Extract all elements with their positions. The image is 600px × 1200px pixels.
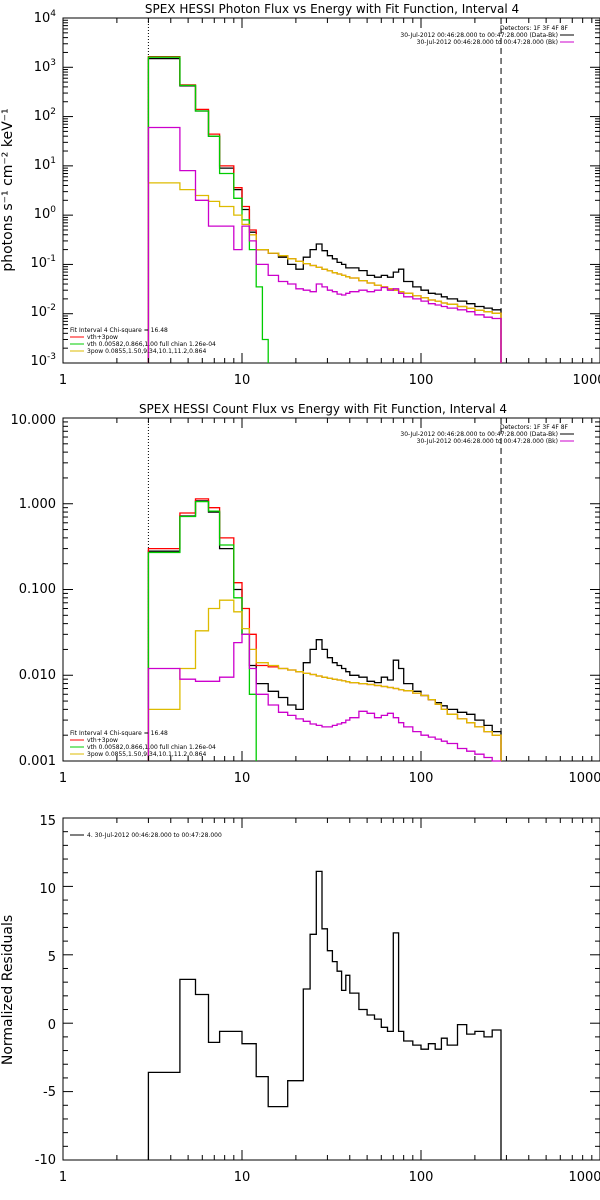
x-tick-label: 1 bbox=[59, 373, 67, 388]
photon-flux-plot-frame bbox=[62, 17, 600, 364]
legend-entry-3pow: 3pow 0.0855,1.50,9.34,10.1,11.2,0.864 bbox=[87, 348, 206, 355]
count-flux-y-tick-labels: 0.001 0.010 0.100 1.000 10.000 bbox=[11, 413, 57, 769]
y-tick-label: -5 bbox=[43, 1085, 56, 1100]
series-line-data-bk bbox=[147, 57, 502, 363]
x-tick-label: 10 bbox=[234, 771, 251, 786]
legend-detectors: Detectors: 1F 3F 4F 8F bbox=[500, 424, 569, 431]
x-tick-label: 100 bbox=[409, 373, 434, 388]
count-flux-series-group bbox=[147, 418, 502, 762]
y-tick-exponent: -1 bbox=[47, 254, 56, 264]
photon-flux-legend-fit: Fit Interval 4 Chi-square = 16.48 vth+3p… bbox=[70, 327, 216, 355]
photon-flux-title: SPEX HESSI Photon Flux vs Energy with Fi… bbox=[145, 2, 519, 16]
count-flux-legend-top: Detectors: 1F 3F 4F 8F 30-Jul-2012 00:46… bbox=[400, 424, 574, 445]
series-line-3pow bbox=[147, 599, 502, 761]
y-tick-exponent: 0 bbox=[50, 205, 56, 215]
legend-entry-bk: 30-Jul-2012 00:46:28.000 to 00:47:28.000… bbox=[417, 438, 558, 445]
x-tick-label: 1000 bbox=[568, 771, 600, 786]
residuals-series-group bbox=[147, 870, 502, 1160]
count-flux-x-tick-labels: 1 10 100 1000 bbox=[59, 771, 600, 786]
y-tick-label: 5 bbox=[48, 950, 56, 965]
y-tick-label: 10.000 bbox=[11, 413, 57, 428]
y-tick-label: 104 bbox=[34, 9, 57, 26]
photon-flux-panel: SPEX HESSI Photon Flux vs Energy with Fi… bbox=[0, 2, 600, 388]
residuals-x-tick-labels: 1 10 100 1000 bbox=[59, 1170, 600, 1185]
y-tick-label: 0.001 bbox=[19, 754, 56, 769]
legend-entry-residuals: 4. 30-Jul-2012 00:46:28.000 to 00:47:28.… bbox=[87, 832, 222, 839]
legend-entry-data-bk: 30-Jul-2012 00:46:28.000 to 00:47:28.000… bbox=[400, 32, 558, 39]
series-line-3pow bbox=[147, 182, 502, 363]
residuals-y-axis-label: Normalized Residuals bbox=[0, 915, 16, 1065]
legend-detectors: Detectors: 1F 3F 4F 8F bbox=[500, 25, 569, 32]
x-tick-label: 1000 bbox=[568, 1170, 600, 1185]
y-tick-label: 10 bbox=[39, 882, 56, 897]
y-tick-exponent: 1 bbox=[50, 156, 56, 166]
series-line-4-30-jul-2012-00-46-28-000-to-00-47-28-000 bbox=[147, 870, 502, 1160]
x-tick-label: 10 bbox=[234, 1170, 251, 1185]
x-tick-label: 1000 bbox=[572, 373, 600, 388]
photon-flux-x-tick-labels: 1 10 100 1000 bbox=[59, 373, 600, 388]
y-tick-label: 15 bbox=[39, 814, 56, 829]
x-tick-label: 1 bbox=[59, 1170, 67, 1185]
y-tick-label: 10-2 bbox=[30, 303, 56, 320]
y-tick-exponent: -3 bbox=[47, 352, 56, 362]
y-tick-label: 101 bbox=[34, 156, 56, 173]
legend-entry-vth: vth 0.00582,0.866,1.00 full chian 1.26e-… bbox=[87, 744, 216, 751]
photon-flux-y-tick-labels: 10-3 10-2 10-1 100 101 102 103 104 bbox=[30, 9, 56, 369]
y-tick-exponent: 3 bbox=[50, 58, 56, 68]
legend-fit-header: Fit Interval 4 Chi-square = 16.48 bbox=[70, 327, 168, 334]
count-flux-legend-fit: Fit Interval 4 Chi-square = 16.48 vth+3p… bbox=[70, 730, 216, 758]
y-tick-label: 0.010 bbox=[19, 668, 56, 683]
series-line-vth-3pow bbox=[147, 55, 502, 363]
x-tick-label: 100 bbox=[409, 771, 434, 786]
count-flux-plot-frame bbox=[62, 417, 600, 762]
legend-entry-bk: 30-Jul-2012 00:46:28.000 to 00:47:28.000… bbox=[417, 39, 558, 46]
y-tick-label: 10-1 bbox=[30, 254, 56, 271]
legend-entry-vth: vth 0.00582,0.866,1.00 full chian 1.26e-… bbox=[87, 341, 216, 348]
y-tick-exponent: -2 bbox=[47, 303, 56, 313]
legend-entry-data-bk: 30-Jul-2012 00:46:28.000 to 00:47:28.000… bbox=[400, 431, 558, 438]
x-tick-label: 100 bbox=[409, 1170, 434, 1185]
y-tick-exponent: 2 bbox=[50, 107, 56, 117]
residuals-ticks bbox=[62, 817, 600, 1161]
series-line-bk bbox=[147, 633, 501, 762]
legend-fit-header: Fit Interval 4 Chi-square = 16.48 bbox=[70, 730, 168, 737]
photon-flux-legend-top: Detectors: 1F 3F 4F 8F 30-Jul-2012 00:46… bbox=[400, 25, 574, 46]
y-tick-label: 0.100 bbox=[19, 582, 56, 597]
y-tick-label: -10 bbox=[35, 1153, 56, 1168]
y-tick-label: 1.000 bbox=[19, 497, 56, 512]
x-tick-label: 10 bbox=[234, 373, 251, 388]
residuals-plot-frame bbox=[62, 817, 600, 1161]
residuals-y-tick-labels: -10 -5 0 5 10 15 bbox=[35, 814, 56, 1168]
legend-entry-vth-3pow: vth+3pow bbox=[87, 737, 118, 744]
y-tick-label: 103 bbox=[34, 58, 56, 75]
residuals-legend: 4. 30-Jul-2012 00:46:28.000 to 00:47:28.… bbox=[70, 832, 222, 839]
series-line-vth bbox=[147, 56, 269, 363]
y-tick-label: 0 bbox=[48, 1018, 56, 1033]
x-tick-label: 1 bbox=[59, 771, 67, 786]
legend-entry-vth-3pow: vth+3pow bbox=[87, 334, 118, 341]
photon-flux-ticks bbox=[62, 18, 600, 364]
series-line-bk bbox=[147, 126, 502, 363]
photon-flux-series-group bbox=[147, 18, 502, 363]
series-line-vth-3pow bbox=[147, 498, 502, 761]
legend-entry-3pow: 3pow 0.0855,1.50,9.34,10.1,11.2,0.864 bbox=[87, 751, 206, 758]
count-flux-title: SPEX HESSI Count Flux vs Energy with Fit… bbox=[139, 402, 507, 416]
residuals-panel: -10 -5 0 5 10 15 1 10 100 1000 Normalize… bbox=[0, 814, 600, 1185]
y-tick-label: 100 bbox=[34, 205, 57, 222]
y-tick-label: 102 bbox=[34, 107, 56, 124]
count-flux-panel: SPEX HESSI Count Flux vs Energy with Fit… bbox=[11, 402, 600, 786]
photon-flux-y-axis-label: photons s⁻¹ cm⁻² keV⁻¹ bbox=[0, 108, 16, 271]
count-flux-ticks bbox=[62, 418, 600, 762]
y-tick-exponent: 4 bbox=[50, 9, 56, 19]
y-tick-label: 10-3 bbox=[30, 352, 56, 369]
